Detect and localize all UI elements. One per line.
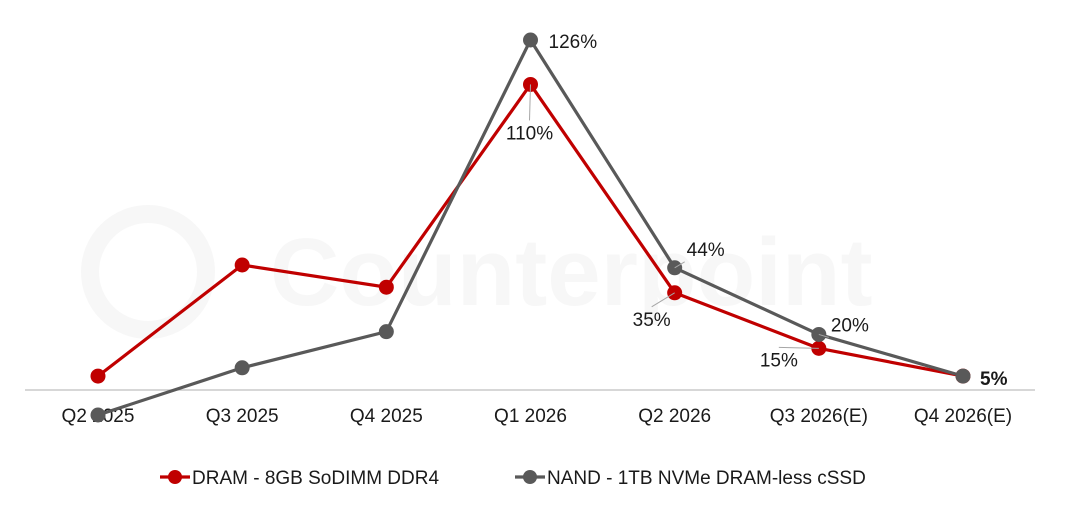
data-label-series-0-point-4: 35% [633,310,671,331]
legend-swatch-marker-1 [523,470,537,484]
data-label-series-1-point-4: 44% [687,240,725,261]
x-tick-label: Q3 2026(E) [770,406,868,427]
data-label-series-1-point-3: 126% [549,32,598,53]
data-label-leader [778,346,819,349]
label-layer: 110% 35% 15% 5% 126% 44% 20% [506,32,1008,390]
series-0-point-1 [234,257,250,273]
watermark-text: Counterpoint [270,219,873,326]
x-tick-label: Q4 2025 [350,406,423,427]
watermark-logo-icon [81,205,215,339]
legend-layer: DRAM - 8GB SoDIMM DDR4 NAND - 1TB NVMe DR… [160,468,866,489]
watermark-layer: Counterpoint [81,205,873,339]
series-0-point-2 [378,279,394,295]
series-1-point-1 [234,360,250,376]
data-label-leader [529,84,531,121]
x-tick-label: Q3 2025 [206,406,279,427]
x-tick-label: Q4 2026(E) [914,406,1012,427]
legend-label-0: DRAM - 8GB SoDIMM DDR4 [192,468,439,489]
data-label-series-0-point-5: 15% [760,350,798,371]
x-tick-label: Q2 2026 [638,406,711,427]
data-label-series-0-point-3: 110% [506,123,553,144]
x-tick-label: Q1 2026 [494,406,567,427]
legend-label-1: NAND - 1TB NVMe DRAM-less cSSD [547,468,866,489]
axis-layer: Q2 2025 Q3 2025 Q4 2025 Q1 2026 Q2 2026 Q3 20… [25,389,1035,427]
data-label-leader [674,261,685,269]
data-label-leader [818,333,829,338]
series-1-point-0 [90,407,106,423]
data-label-leader [651,292,675,308]
legend-swatch-marker-0 [168,470,182,484]
data-label-series-1-point-5: 20% [831,315,869,336]
data-label-series-0-point-6: 5% [980,369,1008,390]
series-0-point-0 [90,368,106,384]
series-1-point-2 [378,324,394,340]
series-1-point-6 [955,368,971,384]
series-1-point-3 [523,32,538,48]
